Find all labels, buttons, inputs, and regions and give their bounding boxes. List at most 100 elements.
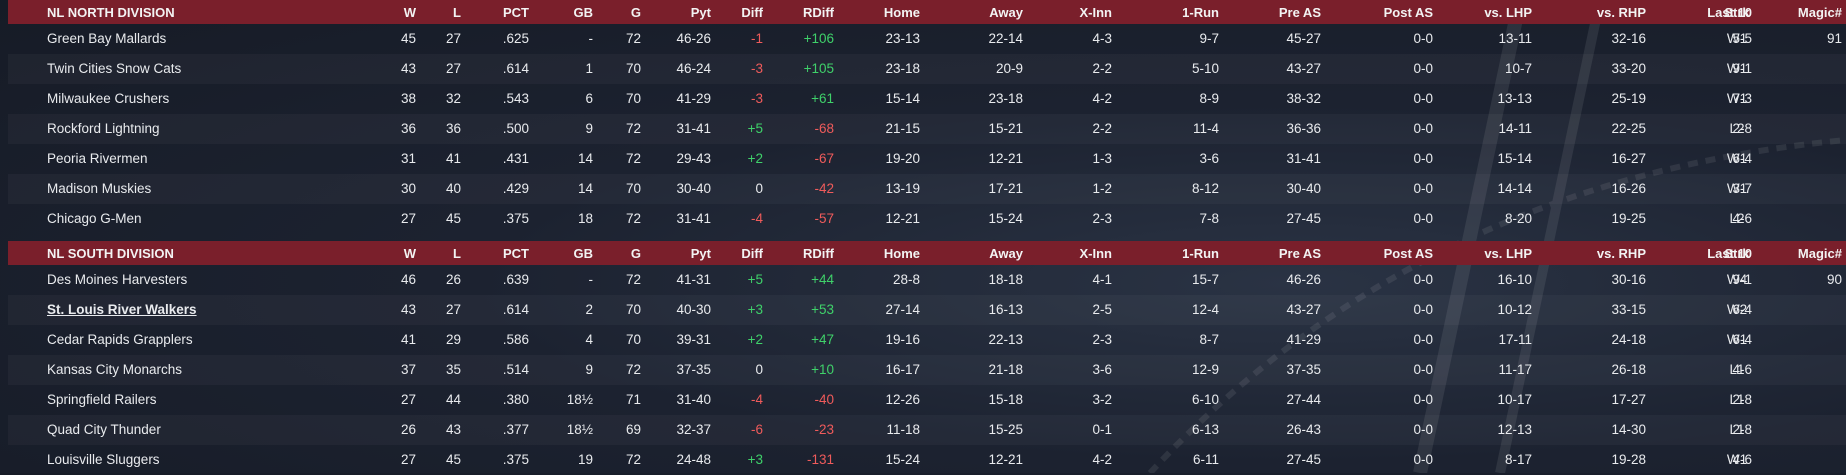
run-diff: -40 [814,392,834,407]
team-name[interactable]: Twin Cities Snow Cats [47,61,182,76]
away-record: 16-13 [988,302,1023,317]
col-header-pct[interactable]: PCT [503,246,529,261]
extra-inning-record: 4-2 [1092,91,1112,106]
team-name[interactable]: St. Louis River Walkers [47,302,197,317]
col-header-w[interactable]: W [403,5,416,20]
table-row[interactable]: Quad City Thunder 26 43 .377 18½ 69 32-37 -6 -23… [8,415,1846,445]
team-name[interactable]: Cedar Rapids Grapplers [47,332,193,347]
col-header-post-as[interactable]: Post AS [1383,5,1433,20]
home-record: 19-16 [885,332,920,347]
games-played: 72 [625,272,641,287]
team-name[interactable]: Rockford Lightning [47,121,160,136]
vs-lhp-record: 10-7 [1504,61,1532,76]
vs-rhp-record: 16-27 [1611,151,1646,166]
last-10-record: 9-1 [1732,61,1752,76]
table-row[interactable]: Chicago G-Men 27 45 .375 18 72 31-41 -4 -57 12-21… [8,204,1846,234]
team-name[interactable]: Quad City Thunder [47,422,161,437]
col-header-l[interactable]: L [453,246,461,261]
table-row[interactable]: Cedar Rapids Grapplers 41 29 .586 4 70 39-31 +2… [8,325,1846,355]
col-header-away[interactable]: Away [989,246,1023,261]
last-10-record: 5-5 [1732,31,1752,46]
table-row[interactable]: Louisville Sluggers 27 45 .375 19 72 24-48 +3 -1… [8,445,1846,475]
team-name[interactable]: Chicago G-Men [47,211,142,226]
col-header-pct[interactable]: PCT [503,5,529,20]
pre-all-star-record: 27-45 [1286,452,1321,467]
col-header-xinn[interactable]: X-Inn [1079,246,1113,261]
wins: 26 [400,422,416,437]
table-row[interactable]: Rockford Lightning 36 36 .500 9 72 31-41 +5 -68 2… [8,114,1846,144]
team-name[interactable]: Green Bay Mallards [47,31,167,46]
table-row[interactable]: Madison Muskies 30 40 .429 14 70 30-40 0 -42 13-1… [8,174,1846,204]
team-name[interactable]: Kansas City Monarchs [47,362,183,377]
table-row[interactable]: Twin Cities Snow Cats 43 27 .614 1 70 46-24 -3 +… [8,54,1846,84]
home-record: 28-8 [892,272,920,287]
col-header-home[interactable]: Home [883,5,920,20]
col-header-vs-lhp[interactable]: vs. LHP [1484,246,1532,261]
col-header-pre-as[interactable]: Pre AS [1278,246,1321,261]
team-rows: Des Moines Harvesters 46 26 .639 - 72 41-31 +5 +… [8,265,1846,475]
team-name[interactable]: Milwaukee Crushers [47,91,170,106]
col-header-diff[interactable]: Diff [741,246,763,261]
col-header-away[interactable]: Away [989,5,1023,20]
team-name[interactable]: Madison Muskies [47,181,152,196]
post-all-star-record: 0-0 [1413,332,1433,347]
pct: .543 [502,91,529,106]
games-back: 14 [577,181,593,196]
col-header-last10[interactable]: Last 10 [1707,246,1752,261]
col-header-one-run[interactable]: 1-Run [1182,246,1219,261]
table-row[interactable]: St. Louis River Walkers 43 27 .614 2 70 40-30 +… [8,295,1846,325]
col-header-pyt[interactable]: Pyt [690,5,711,20]
col-header-strk[interactable]: Strk [1724,246,1750,261]
col-header-g[interactable]: G [630,246,641,261]
col-header-pre-as[interactable]: Pre AS [1278,5,1321,20]
col-header-vs-rhp[interactable]: vs. RHP [1596,5,1646,20]
table-row[interactable]: Green Bay Mallards 45 27 .625 - 72 46-26 -1 +106… [8,24,1846,54]
vs-lhp-record: 8-17 [1504,452,1532,467]
col-header-home[interactable]: Home [883,246,920,261]
table-row[interactable]: Milwaukee Crushers 38 32 .543 6 70 41-29 -3 +61 1… [8,84,1846,114]
last-10-record: 4-6 [1732,362,1752,377]
col-header-xinn[interactable]: X-Inn [1079,5,1113,20]
diff: +5 [747,121,763,136]
team-name[interactable]: Springfield Railers [47,392,157,407]
col-header-gb[interactable]: GB [573,5,594,20]
diff: -3 [750,91,763,106]
team-name[interactable]: Peoria Rivermen [47,151,148,166]
games-back: 19 [577,452,593,467]
col-header-pyt[interactable]: Pyt [690,246,711,261]
col-header-magic[interactable]: Magic# [1797,246,1842,261]
col-header-post-as[interactable]: Post AS [1383,246,1433,261]
away-record: 15-21 [988,121,1023,136]
col-header-rdiff[interactable]: RDiff [802,246,834,261]
table-row[interactable]: Springfield Railers 27 44 .380 18½ 71 31-40 -4 -… [8,385,1846,415]
col-header-vs-lhp[interactable]: vs. LHP [1484,5,1532,20]
wins: 27 [400,211,416,226]
col-header-last10[interactable]: Last 10 [1707,5,1752,20]
away-record: 15-25 [988,422,1023,437]
vs-lhp-record: 15-14 [1497,151,1532,166]
streak: W1 [1726,151,1748,166]
col-header-gb[interactable]: GB [573,246,594,261]
col-header-one-run[interactable]: 1-Run [1182,5,1219,20]
table-row[interactable]: Kansas City Monarchs 37 35 .514 9 72 37-35 0 +10… [8,355,1846,385]
table-row[interactable]: Des Moines Harvesters 46 26 .639 - 72 41-31 +5 +… [8,265,1846,295]
pre-all-star-record: 27-44 [1286,392,1321,407]
games-played: 72 [625,362,641,377]
losses: 41 [445,151,461,166]
col-header-w[interactable]: W [403,246,416,261]
pythag-record: 41-31 [676,272,711,287]
team-name[interactable]: Des Moines Harvesters [47,272,188,287]
col-header-l[interactable]: L [453,5,461,20]
team-name[interactable]: Louisville Sluggers [47,452,160,467]
away-record: 15-24 [988,211,1023,226]
pre-all-star-record: 36-36 [1286,121,1321,136]
last-10-record: 2-8 [1732,121,1752,136]
col-header-g[interactable]: G [630,5,641,20]
table-row[interactable]: Peoria Rivermen 31 41 .431 14 72 29-43 +2 -67 19-… [8,144,1846,174]
col-header-diff[interactable]: Diff [741,5,763,20]
col-header-rdiff[interactable]: RDiff [802,5,834,20]
col-header-vs-rhp[interactable]: vs. RHP [1596,246,1646,261]
col-header-strk[interactable]: Strk [1724,5,1750,20]
col-header-magic[interactable]: Magic# [1797,5,1842,20]
diff: +3 [747,302,763,317]
